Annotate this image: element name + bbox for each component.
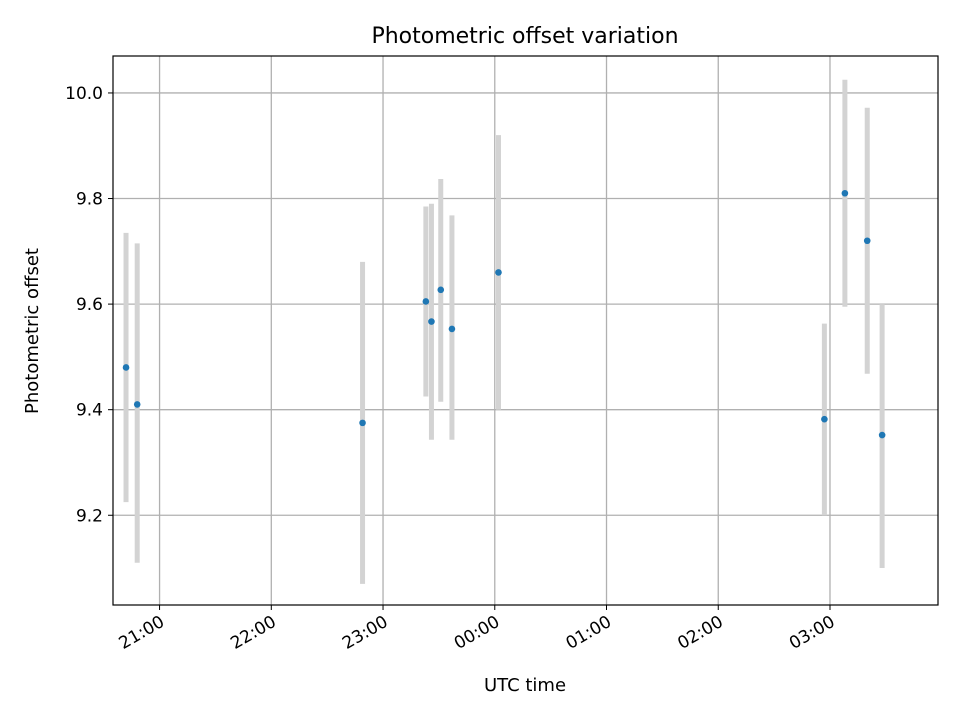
data-point xyxy=(863,237,871,245)
y-tick-label: 10.0 xyxy=(65,84,103,104)
y-axis-label: Photometric offset xyxy=(22,248,43,414)
data-point xyxy=(422,298,430,305)
gridlines xyxy=(113,56,938,605)
data-point xyxy=(448,325,456,333)
data-point xyxy=(878,431,886,439)
data-point xyxy=(437,286,445,294)
y-tick-label: 9.6 xyxy=(76,295,103,315)
chart-title: Photometric offset variation xyxy=(371,24,678,49)
data-points xyxy=(122,189,886,439)
data-point xyxy=(841,189,849,197)
data-point xyxy=(495,269,502,276)
y-tick-label: 9.2 xyxy=(76,506,103,526)
y-axis-ticks: 9.2 9.4 9.6 9.8 10.0 xyxy=(65,84,113,526)
plot-frame xyxy=(112,55,939,606)
y-tick-label: 9.8 xyxy=(76,190,103,210)
x-axis-label: UTC time xyxy=(484,675,566,696)
data-point xyxy=(122,364,130,371)
data-point xyxy=(359,419,366,427)
y-tick-label: 9.4 xyxy=(76,401,103,421)
data-point xyxy=(428,318,435,325)
data-point xyxy=(821,415,828,423)
data-point xyxy=(133,401,141,408)
